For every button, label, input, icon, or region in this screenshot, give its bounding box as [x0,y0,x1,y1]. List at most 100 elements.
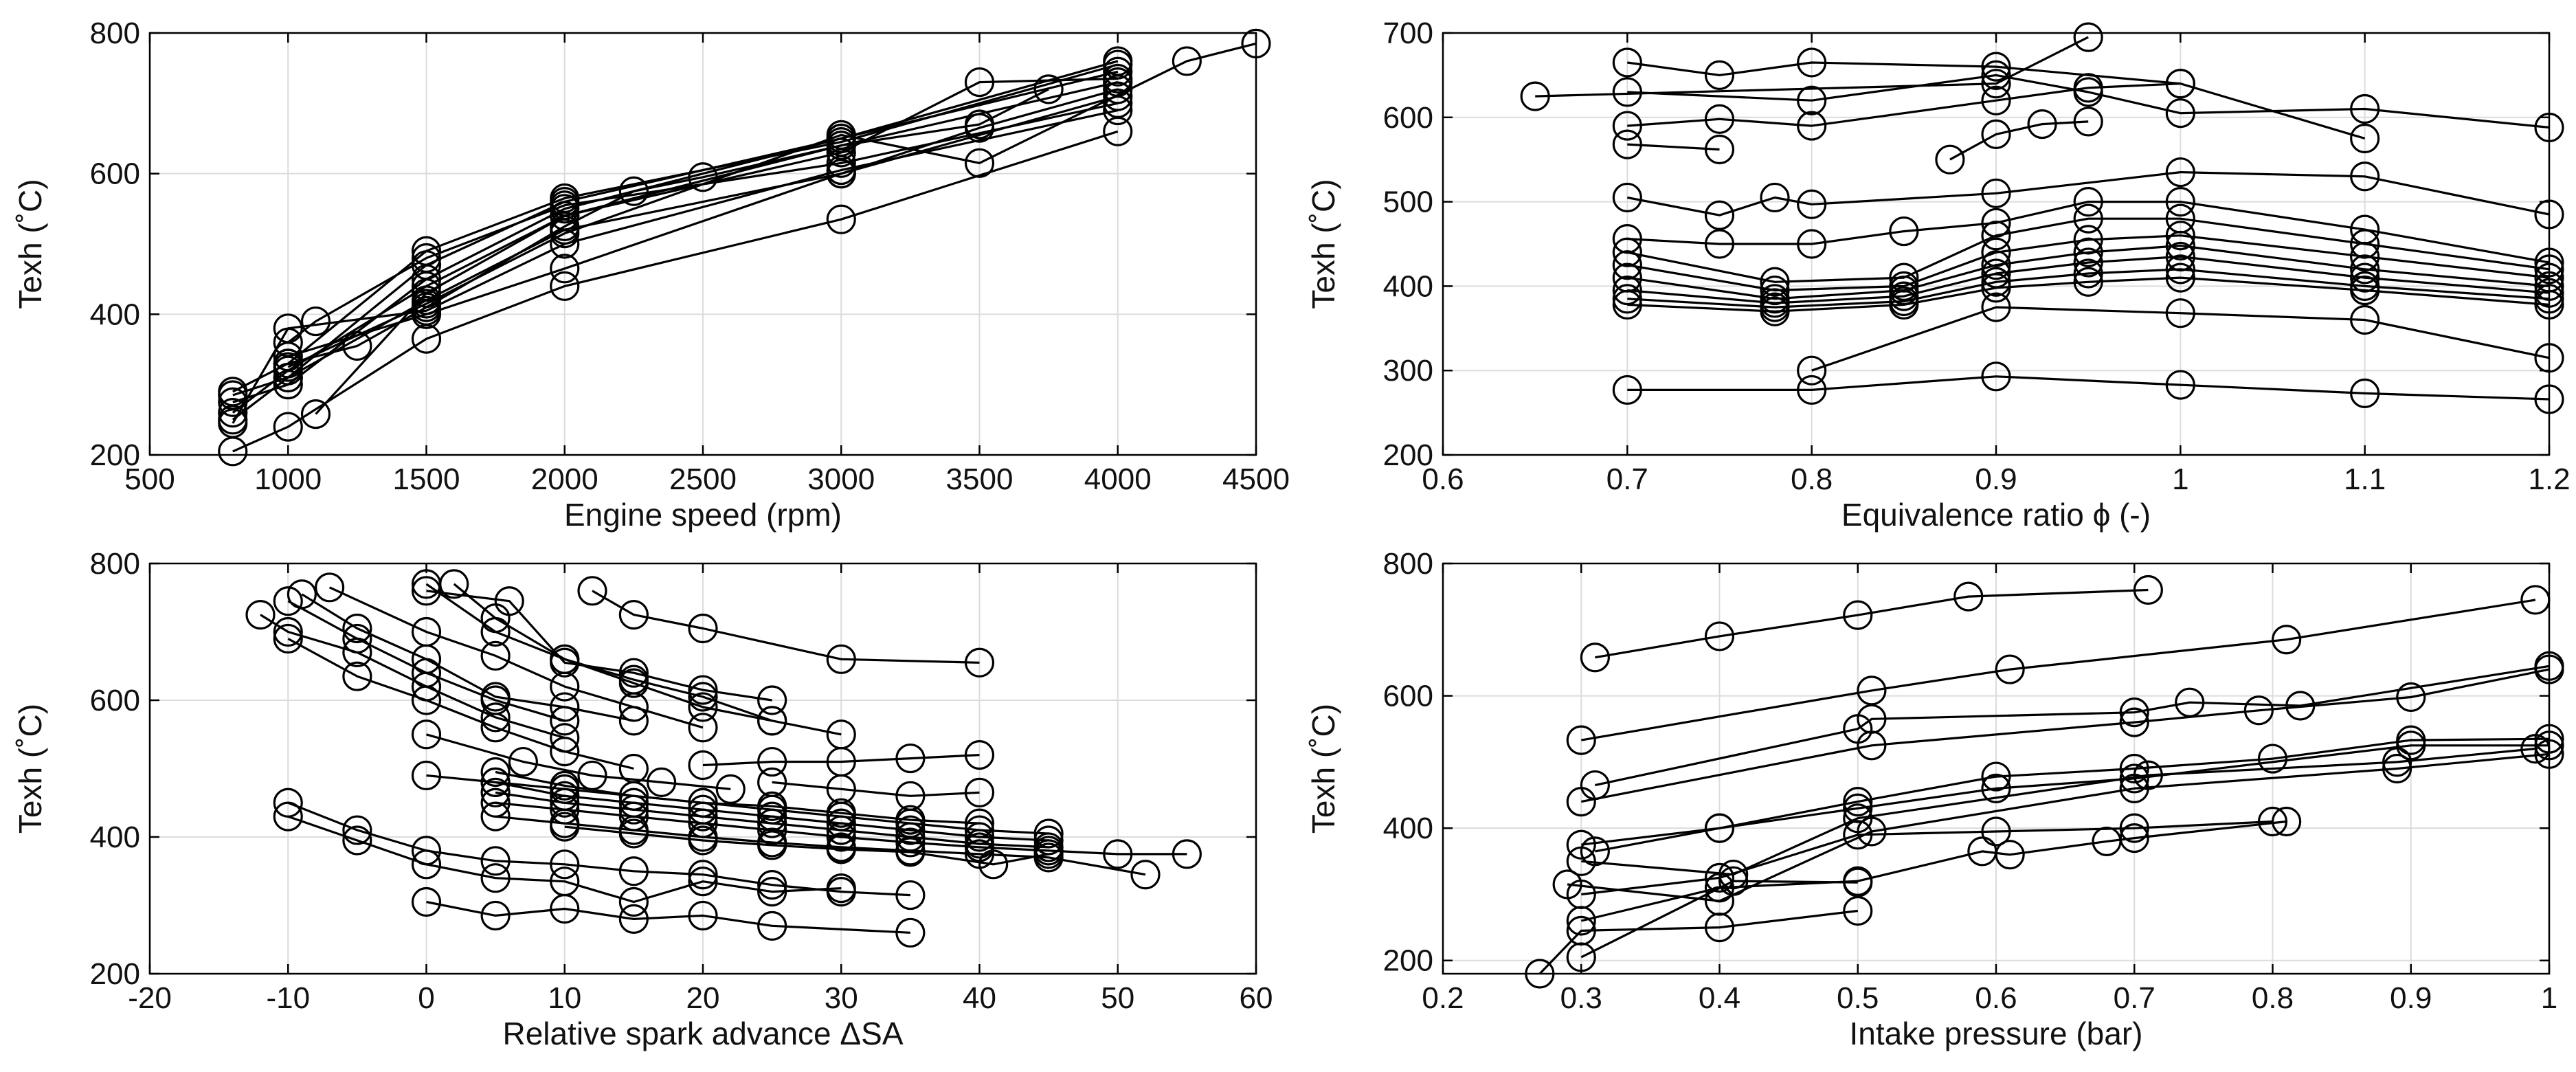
data-point [550,211,580,242]
data-point [1889,216,1919,247]
y-axis-label: Texh (˚C) [1306,704,1341,834]
data-point [1033,818,1064,849]
data-point [826,774,856,804]
data-point [2350,275,2380,306]
data-point [688,750,718,781]
data-point [1797,47,1827,78]
data-point [411,719,442,750]
data-point [273,801,303,831]
data-point [688,162,718,192]
data-point [550,254,580,284]
series-line [328,586,704,729]
series-line [772,781,980,797]
data-point [300,306,331,337]
data-point [273,616,303,647]
data-point [757,830,787,860]
data-point [1981,273,2011,303]
x-tick-label: 30 [825,981,858,1015]
data-point [826,137,856,168]
data-point [1981,60,2011,91]
data-point [618,665,649,695]
data-point [1981,221,2011,251]
data-point [1843,867,1873,897]
data-point [273,788,303,818]
data-point [2165,157,2195,188]
data-point [895,781,926,811]
x-tick-label: 1500 [393,462,460,496]
data-point [1797,111,1827,141]
series-line [702,754,980,767]
data-point [895,837,926,867]
y-tick-label: 700 [1383,16,1433,50]
data-point [688,713,718,743]
data-point [1566,846,1596,876]
data-point [2165,69,2195,99]
series-line [1627,244,2550,300]
series-a18 [688,739,995,781]
series-line [1580,668,2550,803]
data-point [1033,839,1064,869]
data-point [1995,840,2025,870]
y-tick-label: 600 [90,684,140,717]
series-s4 [218,67,1133,428]
series-b3 [1580,651,2564,801]
series-p1 [1520,22,2103,111]
series-line [1581,599,2536,741]
data-point [439,569,469,599]
data-point [2165,263,2195,293]
series-line [287,801,910,897]
data-point [342,661,372,691]
data-point [1981,52,2011,82]
x-tick-label: 2000 [531,462,598,496]
data-point [895,917,926,948]
data-point [757,808,787,838]
series-line [1949,120,2089,161]
data-point [757,870,787,900]
x-tick-label: 0.4 [1699,981,1740,1015]
data-point [245,600,276,630]
data-point [757,767,787,798]
data-point [550,271,580,301]
data-point [1033,825,1064,856]
data-point [2165,241,2195,272]
series-b12 [1566,866,1873,972]
series-line [232,130,1119,453]
data-point [618,818,649,849]
data-point [618,794,649,825]
data-point [1797,355,1827,386]
series-s6 [218,95,1133,438]
data-point [1612,77,1642,107]
data-point [480,801,511,831]
x-tick-label: 0.6 [1975,981,2017,1015]
data-point [218,397,248,428]
series-line [1811,306,2550,372]
data-point [2119,697,2149,728]
data-point [2073,107,2103,137]
data-point [1566,725,1596,755]
series-a17 [550,812,1064,880]
series-a22 [411,886,926,948]
y-tick-label: 800 [90,547,140,581]
data-point [618,856,649,886]
data-point [618,600,649,630]
data-point [1981,69,2011,99]
data-point [1843,600,1873,630]
y-tick-label: 600 [1383,101,1433,135]
data-point [688,801,718,831]
data-point [757,706,787,736]
data-point [1981,85,2011,115]
series-line [426,590,772,702]
x-tick-label: 1 [2172,462,2188,496]
data-point [480,757,511,788]
data-point [2073,22,2103,52]
series-line [1626,217,2550,283]
data-point [2119,753,2149,784]
data-point [480,900,511,931]
panel-intake-pressure: 0.2 0.3 0.4 0.5 0.6 0.7 0.8 0.9 1 200 400 600 800 Int… [1306,547,2564,1051]
panel-equivalence-ratio: 0.6 0.7 0.8 0.9 1 1.1 1.2 200 300 400 500 600 700 Equ… [1306,16,2571,533]
series-a9 [577,576,995,678]
data-point [1612,275,1642,306]
x-tick-label: 40 [963,981,996,1015]
data-point [2165,254,2195,284]
data-point [2243,695,2274,726]
